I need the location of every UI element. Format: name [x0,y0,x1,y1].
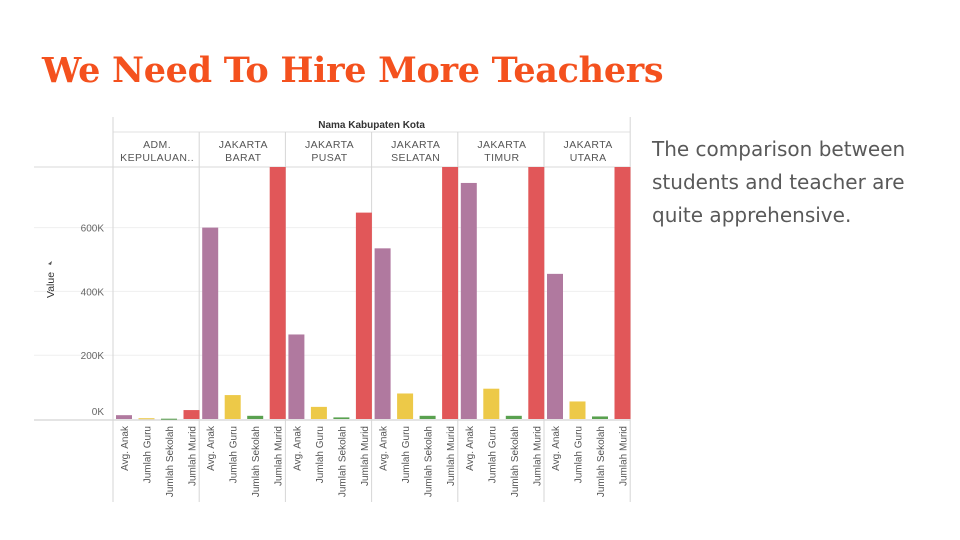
x-category-label: Jumlah Sekolah [596,426,607,497]
x-category-label: Jumlah Murid [619,426,630,486]
panel-label: BARAT [225,152,261,164]
bar-jumlah-murid [442,167,459,419]
bar-jumlah-guru [569,401,586,419]
bar-jumlah-guru [310,406,327,419]
x-category-label: Avg. Anak [379,425,390,471]
bar-jumlah-sekolah [161,418,177,420]
x-category-label: Jumlah Murid [532,426,543,486]
bar-jumlah-guru [397,393,414,419]
panel-label: UTARA [570,152,607,164]
x-category-label: Avg. Anak [120,425,131,471]
x-category-label: Jumlah Guru [401,426,412,483]
bar-jumlah-sekolah [333,417,350,419]
x-category-label: Jumlah Murid [446,426,457,486]
bar-avg-anak [288,334,305,419]
panel-label: JAKARTA [391,139,440,151]
bar-jumlah-sekolah [419,415,436,419]
panel-label: PUSAT [311,152,347,164]
x-category-label: Jumlah Sekolah [251,426,262,497]
x-category-label: Jumlah Guru [315,426,326,483]
x-category-label: Avg. Anak [292,425,303,471]
x-category-label: Jumlah Sekolah [510,426,521,497]
y-tick-label: 200K [81,351,105,362]
bar-avg-anak [547,273,563,419]
pin-icon [48,261,52,265]
bar-avg-anak [374,248,391,419]
y-axis-label: Value [45,272,57,298]
bar-jumlah-murid [614,167,631,419]
bar-jumlah-guru [138,418,155,420]
x-category-label: Jumlah Murid [360,426,371,486]
x-category-label: Avg. Anak [551,425,562,471]
bar-jumlah-guru [483,388,500,419]
bar-avg-anak [460,182,477,419]
panel-header-title: Nama Kabupaten Kota [318,120,425,131]
panel-label: KEPULAUAN.. [120,152,194,164]
panel-label: JAKARTA [305,139,354,151]
x-category-label: Jumlah Guru [143,426,154,483]
bar-jumlah-murid [269,167,286,419]
x-category-label: Jumlah Guru [574,426,585,483]
x-category-label: Jumlah Murid [274,426,285,486]
panel-label: ADM. [143,139,171,151]
bar-jumlah-murid [355,212,372,419]
x-category-label: Jumlah Murid [188,426,199,486]
y-tick-label: 0K [92,407,105,418]
panel-label: JAKARTA [219,139,268,151]
comparison-text: The comparison between students and teac… [652,137,906,227]
y-tick-label: 600K [81,224,105,235]
panel-label: JAKARTA [477,139,526,151]
x-category-label: Jumlah Guru [487,426,498,483]
y-tick-label: 400K [81,287,105,298]
bar-jumlah-murid [183,410,200,419]
x-category-label: Avg. Anak [206,425,217,471]
panel-label: TIMUR [484,152,519,164]
x-category-label: Jumlah Sekolah [165,426,176,497]
bar-jumlah-guru [224,395,241,419]
slide-title: We Need To Hire More Teachers [42,50,664,91]
bar-jumlah-sekolah [505,415,522,419]
bar-jumlah-sekolah [592,416,608,419]
panel-label: JAKARTA [564,139,613,151]
panel-label: SELATAN [391,152,440,164]
bar-jumlah-murid [528,167,545,419]
bar-avg-anak [202,227,219,419]
x-category-label: Jumlah Sekolah [337,426,348,497]
x-category-label: Jumlah Guru [229,426,240,483]
x-category-label: Jumlah Sekolah [424,426,435,497]
bar-jumlah-sekolah [247,415,264,419]
x-category-label: Avg. Anak [465,425,476,471]
bar-avg-anak [116,415,132,419]
